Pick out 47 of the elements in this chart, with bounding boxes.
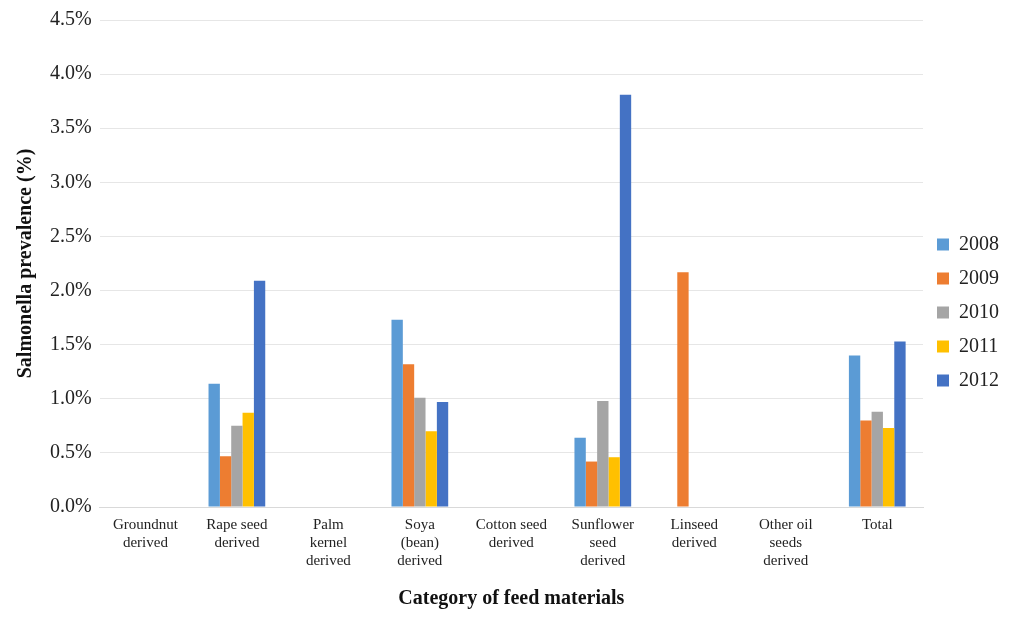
x-tick-label: Linseed derived (670, 515, 719, 550)
y-axis-title: Salmonella prevalence (%) (13, 148, 37, 379)
bar (402, 364, 415, 507)
legend-label: 2008 (959, 231, 999, 254)
x-tick-label: Total (861, 515, 893, 532)
x-tick-label: Cotton seed derived (475, 515, 548, 550)
bar (677, 272, 689, 507)
y-tick-label: 2.0% (49, 277, 92, 300)
y-tick-label: 3.0% (49, 169, 92, 192)
bar (860, 420, 872, 507)
bar (597, 400, 609, 507)
x-tick-label: Soya (bean) derived (397, 515, 443, 568)
y-tick-label: 0.0% (49, 494, 92, 517)
x-axis-title: Category of feed materials (398, 586, 625, 610)
x-tick-label: Groundnut derived (112, 515, 179, 550)
x-tick-label: Other oil seeds derived (758, 515, 813, 568)
bar (882, 428, 895, 507)
bar (253, 280, 266, 507)
y-tick-label: 3.5% (49, 115, 92, 138)
y-tick-label: 4.0% (49, 61, 92, 84)
bar (436, 402, 449, 507)
bar (608, 457, 620, 507)
bar (848, 355, 861, 507)
y-tick-label: 1.0% (49, 386, 92, 409)
legend-label: 2010 (959, 299, 999, 322)
bar (219, 456, 232, 507)
bar (894, 341, 906, 507)
legend-label: 2012 (959, 367, 999, 390)
x-tick-label: Sunflower seed derived (571, 515, 635, 568)
y-tick-label: 4.5% (49, 7, 92, 30)
legend-label: 2011 (959, 333, 999, 356)
legend-label: 2009 (959, 265, 999, 288)
x-tick-label: Rape seed derived (206, 515, 268, 550)
bar (871, 411, 883, 507)
bar (208, 383, 220, 507)
bar (231, 425, 243, 507)
bar (414, 397, 426, 507)
bar (425, 431, 437, 507)
y-tick-label: 2.5% (49, 223, 92, 246)
x-tick-label: Palm kernel derived (305, 515, 352, 568)
bar (574, 437, 586, 507)
y-tick-label: 0.5% (49, 440, 92, 463)
bar (585, 461, 598, 507)
bar (619, 94, 632, 507)
bar (391, 319, 403, 507)
bar (242, 412, 254, 507)
y-tick-label: 1.5% (49, 331, 92, 354)
